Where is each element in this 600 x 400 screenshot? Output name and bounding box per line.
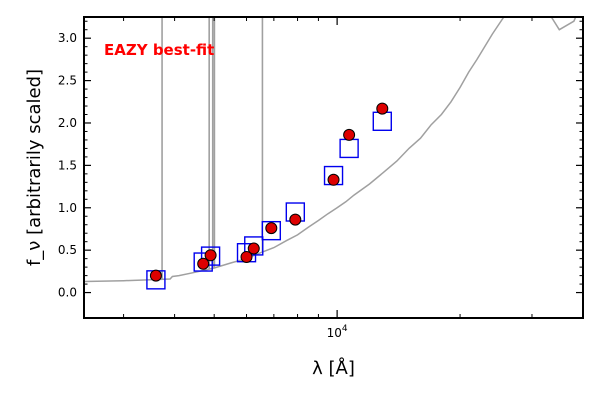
y-tick-label: 2.0 xyxy=(58,116,77,130)
ticks-layer: 0.0 0.5 1.0 1.5 2.0 2.5 3.0 104 xyxy=(58,17,584,340)
observed-photometry-point xyxy=(343,128,356,141)
model-photometry-square xyxy=(200,246,221,266)
model-photometry-square xyxy=(372,111,392,131)
observed-photometry-point xyxy=(204,249,217,262)
y-axis-label: f_ν [arbitrarily scaled] xyxy=(24,69,45,266)
model-photometry-square xyxy=(261,220,282,241)
observed-photometry-point xyxy=(149,269,162,282)
model-photometry-square xyxy=(193,252,213,272)
observed-photometry-point xyxy=(376,102,389,115)
y-tick-label: 2.5 xyxy=(58,74,77,88)
observed-photometry-point xyxy=(289,213,302,226)
plot-frame xyxy=(83,16,584,319)
model-photometry-square xyxy=(244,236,264,256)
observed-photometry-point xyxy=(265,222,278,235)
observed-photometry-point xyxy=(197,257,210,270)
y-tick-label: 1.5 xyxy=(58,158,77,172)
y-tick-label: 3.0 xyxy=(58,31,77,45)
y-tick-label: 0.5 xyxy=(58,243,77,257)
observed-photometry-point xyxy=(240,250,253,263)
annotation-label: EAZY best-fit xyxy=(104,41,214,59)
observed-photometry-point xyxy=(247,242,260,255)
x-tick-label: 104 xyxy=(327,324,348,340)
model-photometry-square xyxy=(339,138,359,159)
y-tick-label: 0.0 xyxy=(58,286,77,300)
x-axis-label: λ [Å] xyxy=(312,357,355,379)
data-layer xyxy=(84,17,577,290)
observed-photometry-point xyxy=(327,173,340,186)
y-tick-label: 1.0 xyxy=(58,201,77,215)
